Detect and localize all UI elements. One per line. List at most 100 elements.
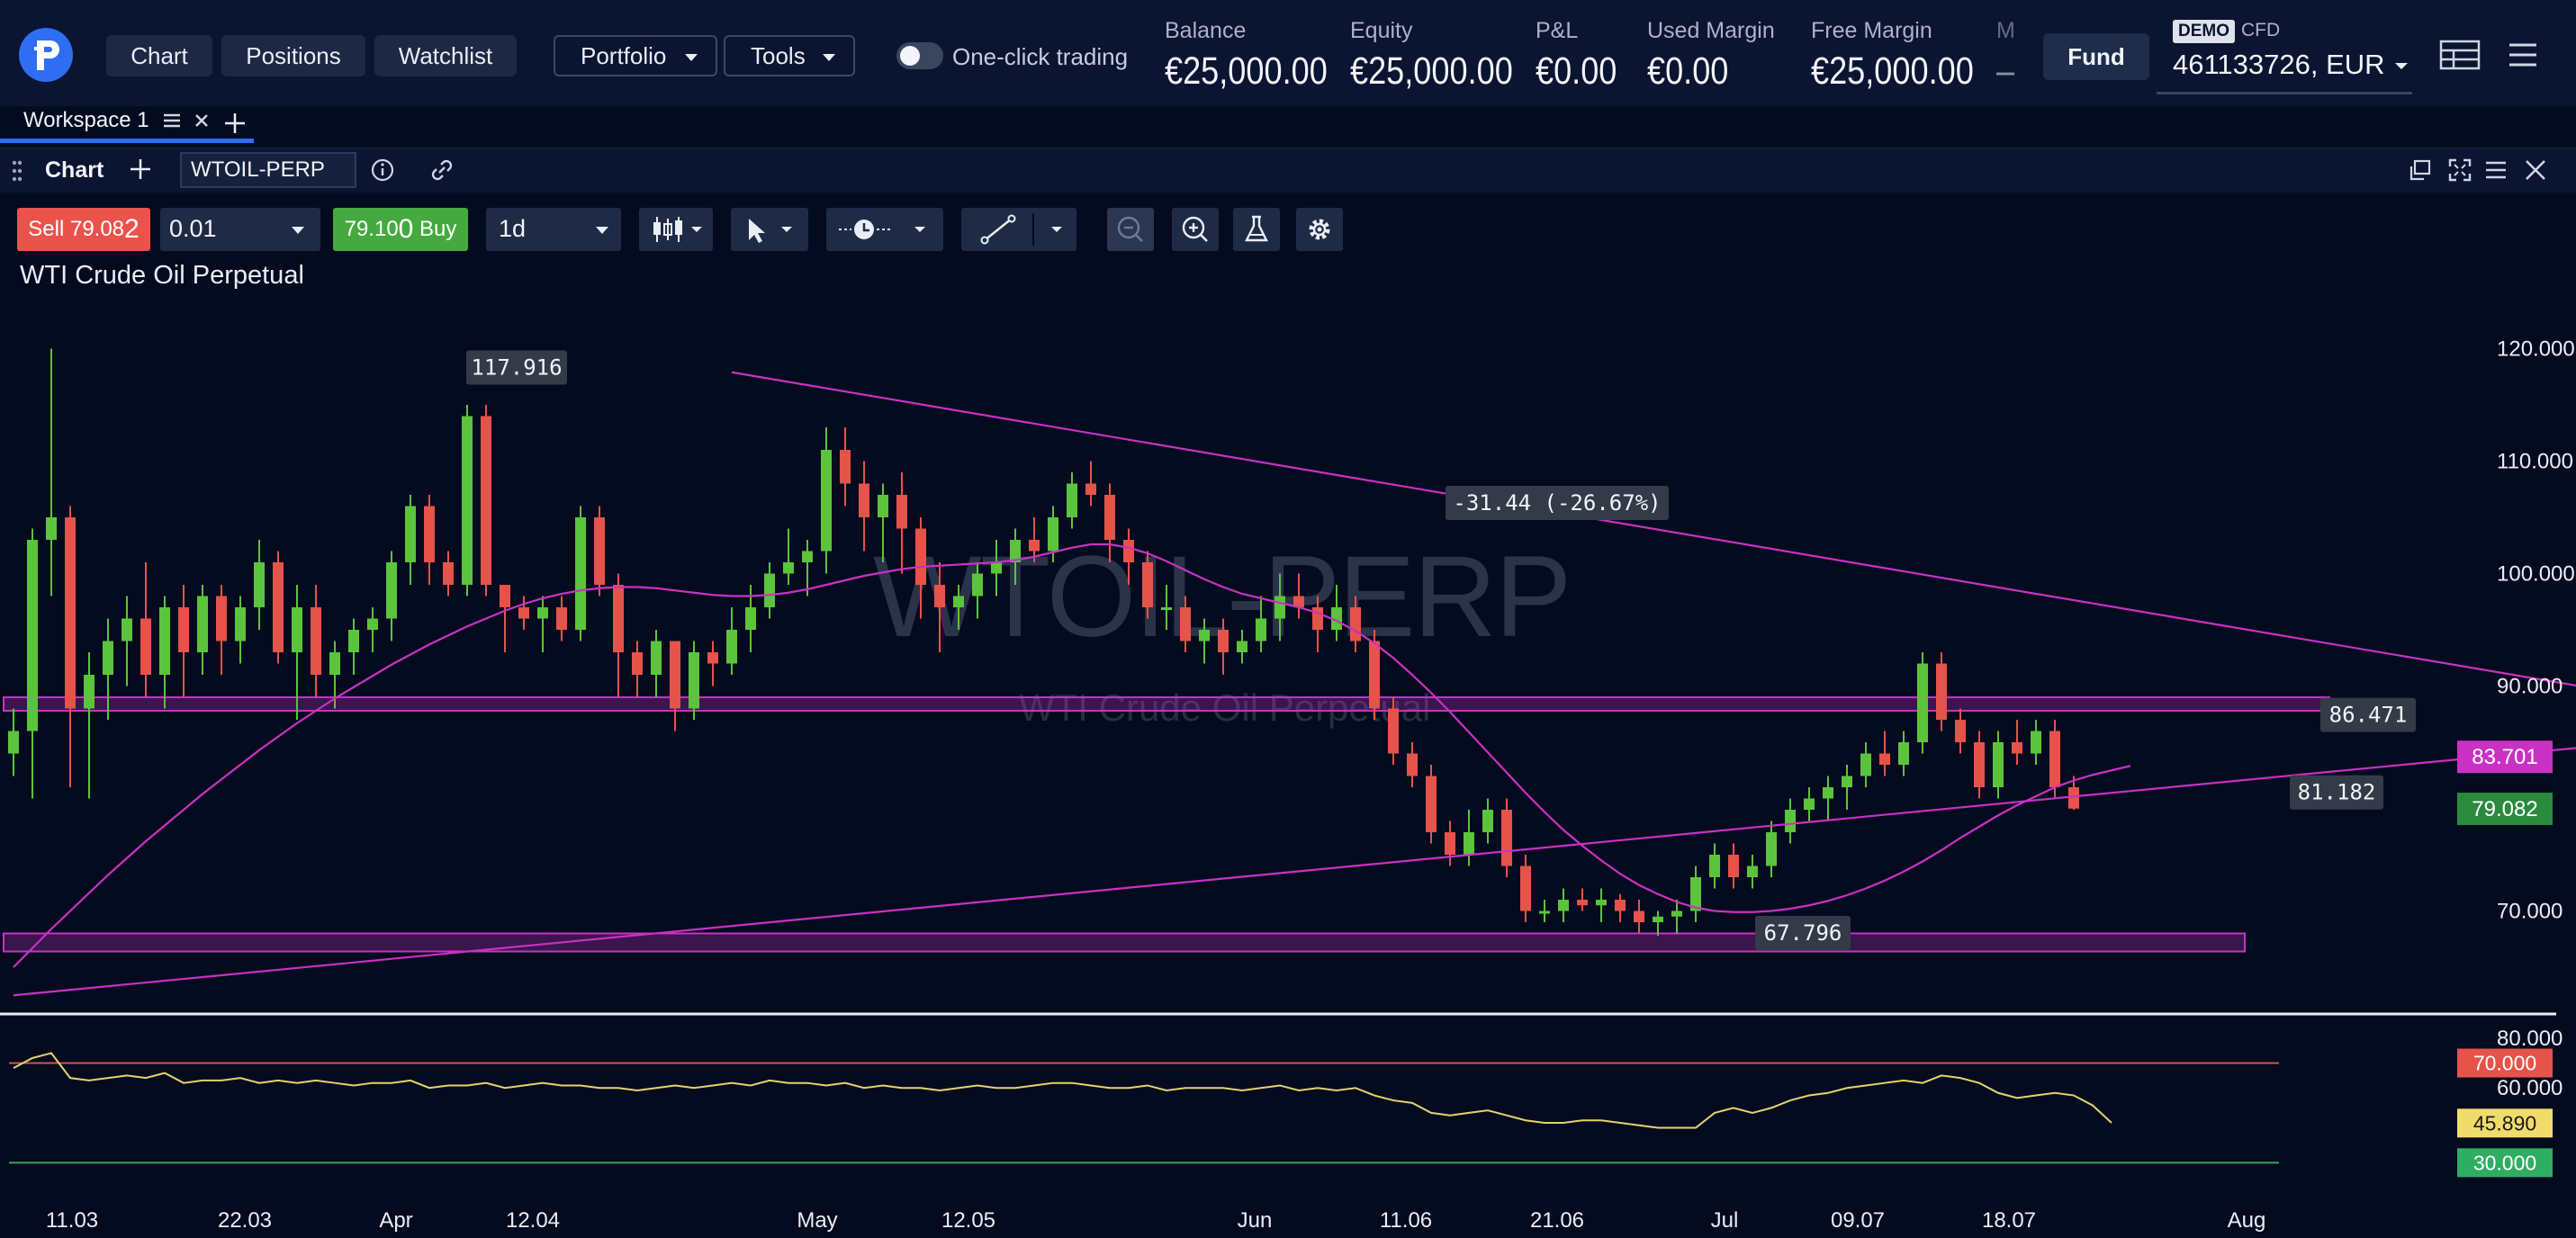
trendline-upper[interactable] [731,371,2576,726]
candle-body[interactable] [159,607,170,675]
support-resistance-zone[interactable] [3,932,2246,953]
add-chart-icon[interactable] [128,157,153,182]
hamburger-menu-icon[interactable] [2508,41,2538,68]
symbol-input[interactable] [180,152,356,188]
candle-body[interactable] [537,607,548,619]
close-panel-icon[interactable] [2522,157,2549,184]
candle-body[interactable] [689,652,699,709]
link-icon[interactable] [428,157,455,184]
plus500-logo[interactable] [18,27,74,83]
candle-body[interactable] [103,641,113,676]
candle-body[interactable] [707,652,718,664]
candle-body[interactable] [1104,495,1115,540]
candle-body[interactable] [1974,742,1985,787]
candle-body[interactable] [1293,596,1304,608]
candle-body[interactable] [1199,630,1210,641]
cursor-tool-button[interactable] [731,208,808,251]
candle-body[interactable] [27,540,38,731]
drawing-tool-button[interactable] [961,208,1076,251]
candle-body[interactable] [972,573,983,597]
candle-body[interactable] [1274,596,1285,619]
candle-body[interactable] [991,562,1002,574]
close-icon[interactable] [193,112,211,130]
candle-body[interactable] [651,641,662,676]
candle-body[interactable] [1558,900,1569,911]
candle-body[interactable] [1596,900,1607,906]
candle-body[interactable] [1350,607,1361,641]
support-resistance-zone[interactable] [3,696,2330,712]
time-range-tool-button[interactable] [826,208,943,251]
candle-body[interactable] [915,528,926,586]
candle-body[interactable] [1067,483,1077,518]
zoom-in-button[interactable] [1172,208,1219,251]
candle-body[interactable] [1917,663,1928,743]
candle-body[interactable] [1785,810,1796,832]
candle-body[interactable] [878,495,888,517]
timeframe-select[interactable]: 1d [486,208,621,251]
candle-body[interactable] [896,495,907,529]
candle-body[interactable] [481,416,491,586]
candle-body[interactable] [2012,742,2022,754]
candle-body[interactable] [140,618,151,676]
candle-body[interactable] [348,630,359,652]
candle-body[interactable] [1804,798,1815,811]
candle-body[interactable] [802,551,813,563]
buy-button[interactable]: 79.10 0 Buy [333,208,468,251]
candle-body[interactable] [783,562,794,574]
candle-body[interactable] [311,607,321,675]
candle-body[interactable] [1898,742,1909,765]
candle-body[interactable] [1426,776,1437,833]
candle-body[interactable] [859,483,869,518]
candle-body[interactable] [1823,787,1833,799]
candle-body[interactable] [518,607,529,619]
candle-body[interactable] [1029,540,1040,552]
candle-body[interactable] [1539,911,1550,914]
candle-body[interactable] [443,562,454,585]
nav-watchlist-button[interactable]: Watchlist [374,35,517,76]
candle-body[interactable] [1331,607,1342,630]
candle-body[interactable] [254,562,265,607]
candle-body[interactable] [178,607,189,652]
candle-body[interactable] [613,585,624,652]
candle-body[interactable] [2049,731,2060,788]
candle-body[interactable] [953,596,964,608]
candle-body[interactable] [1690,877,1701,911]
candle-body[interactable] [386,562,397,619]
candle-body[interactable] [1879,753,1890,766]
candle-body[interactable] [575,517,586,630]
list-icon[interactable] [162,112,182,130]
candle-body[interactable] [1123,540,1134,562]
candle-body[interactable] [821,450,832,552]
fullscreen-icon[interactable] [2446,157,2473,184]
candle-body[interactable] [2031,731,2041,754]
candle-body[interactable] [1634,911,1644,923]
candle-body[interactable] [2068,787,2079,809]
drag-handle-icon[interactable] [11,158,23,184]
candle-body[interactable] [1407,753,1418,776]
candle-body[interactable] [1464,832,1474,855]
candle-body[interactable] [1388,708,1399,754]
candle-body[interactable] [1671,911,1682,917]
candle-body[interactable] [122,618,132,641]
workspace-tab[interactable]: Workspace 1 [23,108,149,132]
candle-body[interactable] [1142,562,1153,607]
one-click-trading-toggle[interactable] [896,42,943,69]
candle-body[interactable] [500,585,510,607]
candle-body[interactable] [934,585,945,607]
candle-body[interactable] [273,562,284,652]
candle-body[interactable] [1520,866,1531,911]
candle-body[interactable] [1747,866,1758,878]
candle-body[interactable] [8,731,19,754]
info-icon[interactable] [369,157,396,184]
chart-settings-button[interactable] [1296,208,1343,251]
candle-body[interactable] [1218,630,1229,652]
candle-body[interactable] [1709,855,1720,877]
candle-body[interactable] [726,630,737,664]
candle-body[interactable] [462,416,473,586]
sell-button[interactable]: Sell 79.08 2 [17,208,150,251]
candle-body[interactable] [1180,607,1191,641]
candle-body[interactable] [1048,517,1058,552]
candle-body[interactable] [670,641,680,709]
candle-body[interactable] [1161,607,1172,610]
